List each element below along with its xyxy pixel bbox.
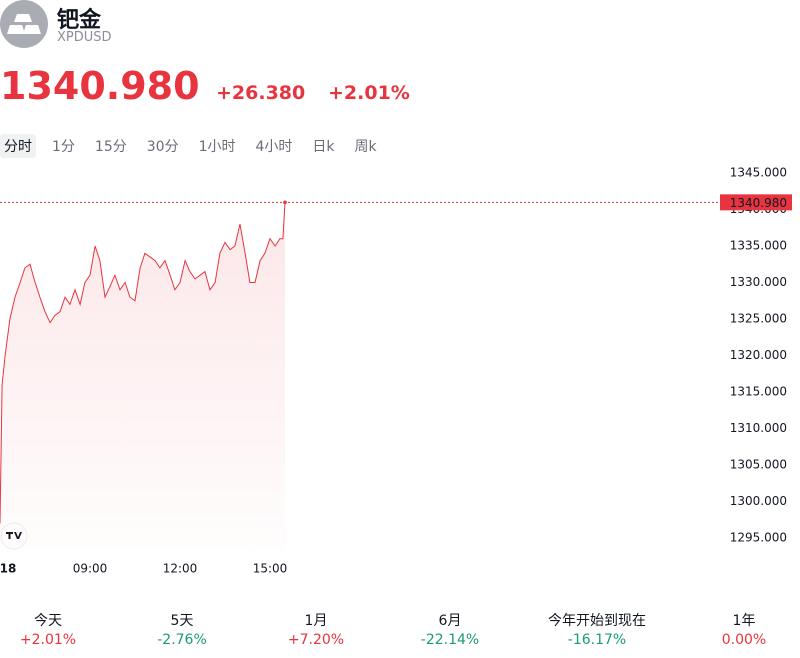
asset-name: 钯金 <box>57 8 102 33</box>
interval-tab[interactable]: 周k <box>354 139 377 155</box>
y-tick-label: 1330.000 <box>730 275 787 289</box>
last-price-tag-label: 1340.980 <box>730 196 787 210</box>
performance-row: 今天 +2.01% 5天 -2.76% 1月 +7.20% 6月 -22.14% 今年开始到现在… <box>0 610 800 650</box>
period-label: 6月 <box>438 613 462 629</box>
price-line <box>0 202 286 524</box>
interval-tab[interactable]: 1小时 <box>198 139 236 155</box>
performance-item[interactable]: 6月 -22.14% <box>385 610 515 648</box>
y-tick-label: 1295.000 <box>730 531 787 545</box>
x-tick-label: 15:00 <box>253 562 288 576</box>
period-label: 今天 <box>34 613 62 629</box>
interval-tab[interactable]: 30分 <box>146 139 179 155</box>
period-change: -16.17% <box>567 632 627 648</box>
performance-item[interactable]: 1年 0.00% <box>679 610 800 648</box>
period-change: -22.14% <box>420 632 480 648</box>
avatar-icon <box>0 0 48 48</box>
last-price: 1340.980 <box>0 64 200 108</box>
x-tick-label: 18 <box>0 562 16 576</box>
chart: 1295.000 1300.000 1305.000 1310.000 1315.000… <box>0 166 792 576</box>
x-tick-label: 12:00 <box>163 562 198 576</box>
period-label: 今年开始到现在 <box>548 613 646 629</box>
performance-item[interactable]: 1月 +7.20% <box>251 610 381 648</box>
performance-item[interactable]: 今年开始到现在 -16.17% <box>532 610 662 648</box>
period-change: +7.20% <box>287 632 345 648</box>
y-tick-label: 1325.000 <box>730 312 787 326</box>
y-tick-label: 1345.000 <box>730 166 787 180</box>
y-tick-label: 1310.000 <box>730 421 787 435</box>
period-label: 1年 <box>732 613 756 629</box>
last-point <box>283 200 287 205</box>
period-change: -2.76% <box>157 632 207 648</box>
period-label: 5天 <box>170 613 194 629</box>
performance-item[interactable]: 5天 -2.76% <box>117 610 247 648</box>
y-tick-label: 1315.000 <box>730 385 787 399</box>
y-tick-label: 1335.000 <box>730 239 787 253</box>
price-change: +26.380 <box>216 82 306 104</box>
area-fill <box>0 202 285 553</box>
interval-tab[interactable]: 日k <box>312 139 335 155</box>
y-tick-label: 1300.000 <box>730 494 787 508</box>
y-tick-label: 1320.000 <box>730 348 787 362</box>
interval-tab[interactable]: 1分 <box>52 139 75 155</box>
period-label: 1月 <box>304 613 328 629</box>
last-price-tag <box>720 194 792 211</box>
percent-change: +2.01% <box>328 82 410 104</box>
performance-item[interactable]: 今天 +2.01% <box>0 610 113 648</box>
x-tick-label: 09:00 <box>73 562 108 576</box>
y-tick-label: 1305.000 <box>730 458 787 472</box>
interval-tabs: 分时 1分 15分 30分 1小时 4小时 日k 周k <box>0 134 393 158</box>
period-change: +2.01% <box>19 632 77 648</box>
interval-tab[interactable]: 分时 <box>0 134 36 158</box>
interval-tab[interactable]: 4小时 <box>255 139 293 155</box>
period-change: 0.00% <box>721 632 767 648</box>
asset-symbol: XPDUSD <box>57 30 112 45</box>
interval-tab[interactable]: 15分 <box>94 139 127 155</box>
